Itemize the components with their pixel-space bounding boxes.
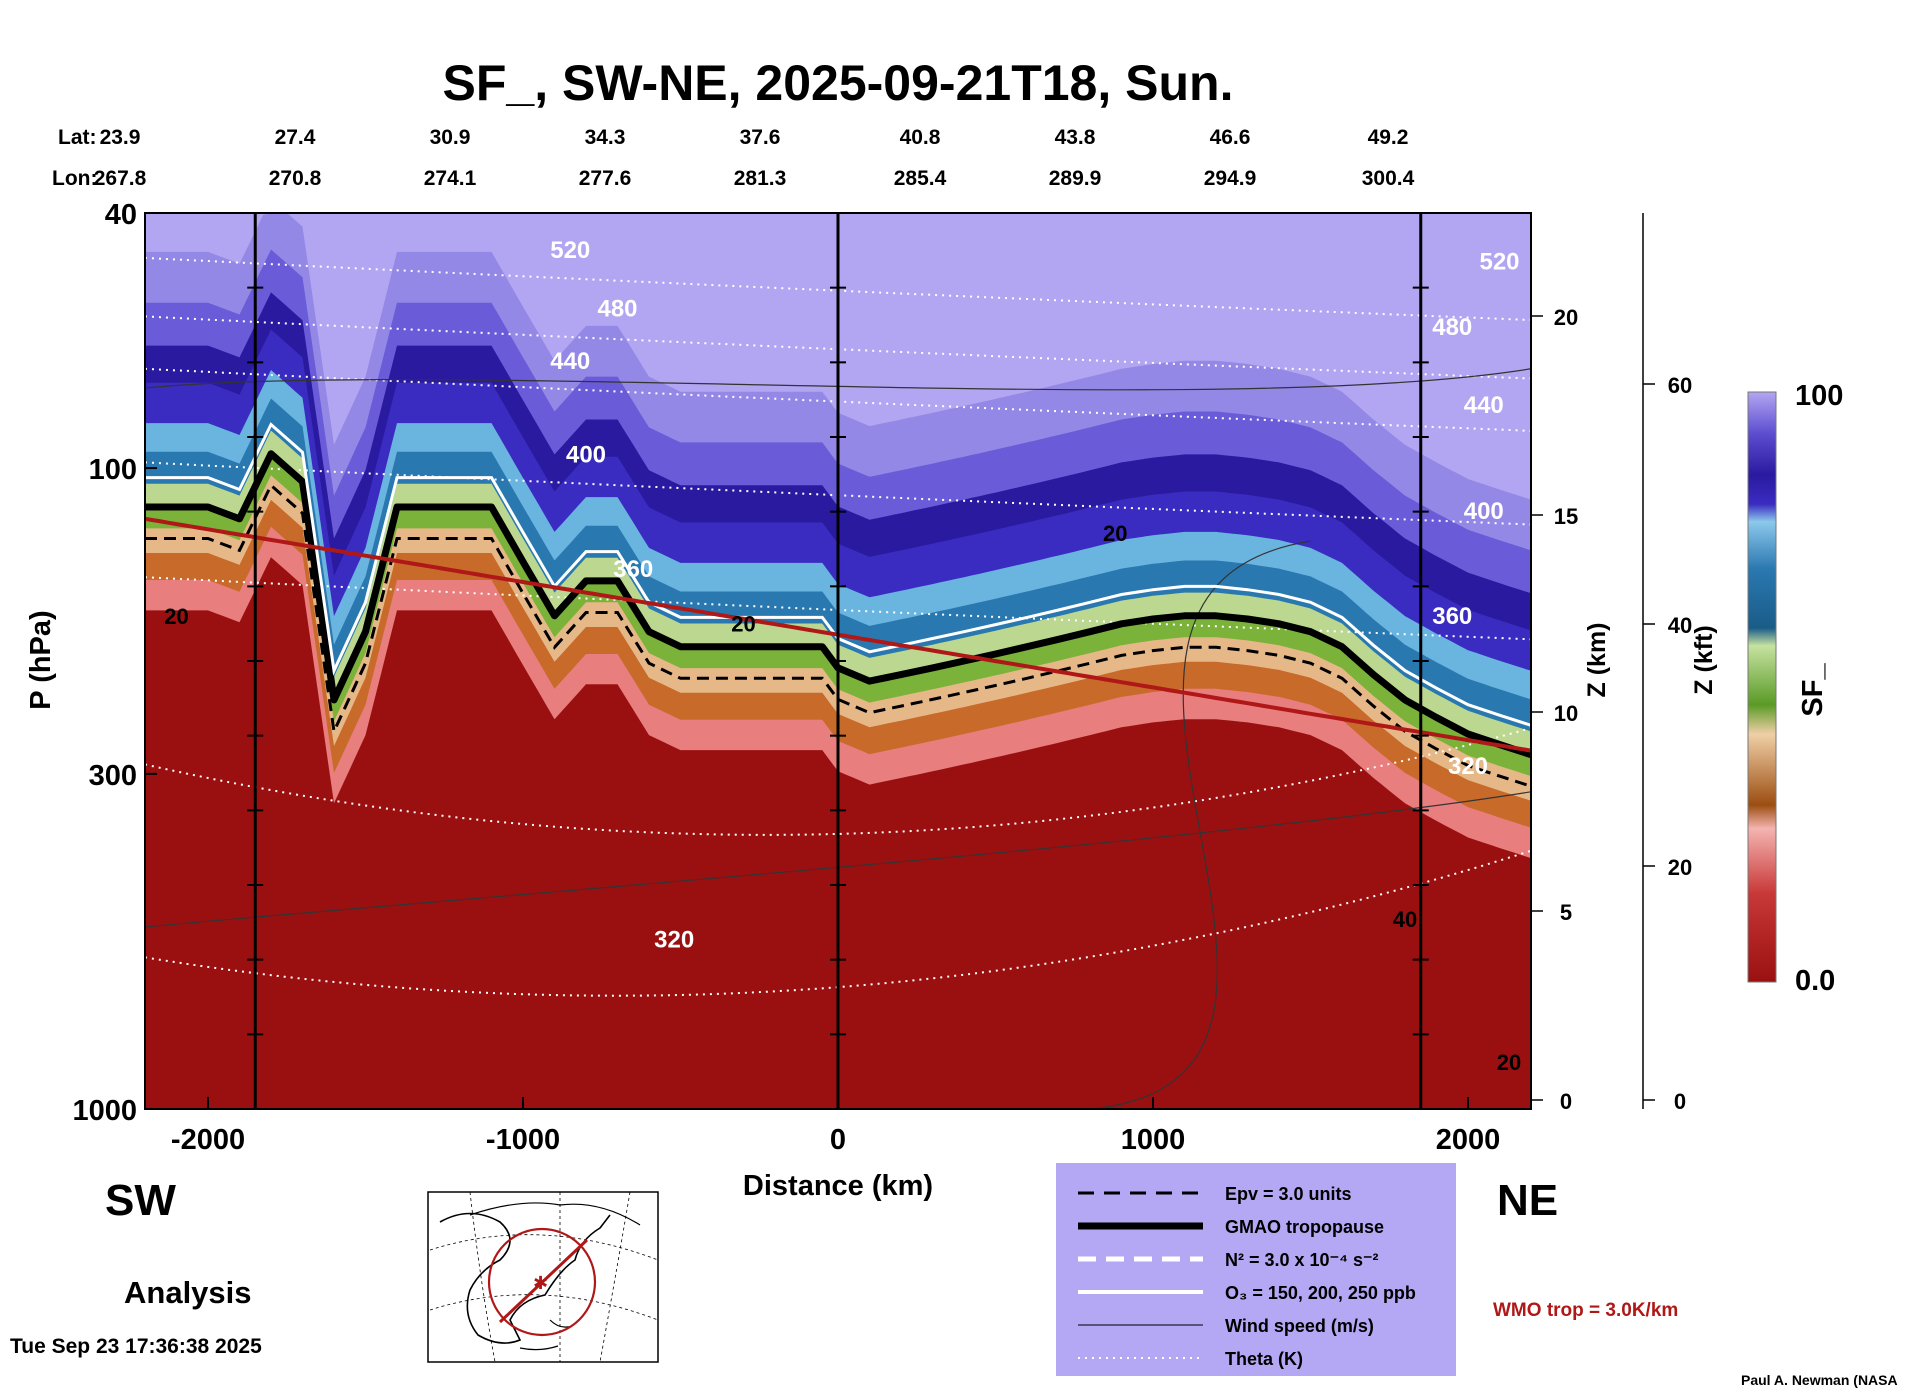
lon-value: 274.1 — [424, 167, 477, 190]
lat-value: 49.2 — [1368, 126, 1409, 149]
x-axis-title: Distance (km) — [743, 1170, 933, 1202]
theta-label: 440 — [1464, 392, 1504, 419]
colorbar-top-label: 100 — [1795, 380, 1843, 412]
lat-value: 30.9 — [430, 126, 471, 149]
wind-label: 20 — [1103, 521, 1127, 546]
lat-value: 23.9 — [100, 126, 141, 149]
z-kft-tick-label: 40 — [1668, 613, 1692, 638]
z-km-tick-label: 10 — [1554, 701, 1578, 726]
theta-label: 320 — [654, 927, 694, 954]
p-tick-label: 40 — [105, 199, 137, 231]
z-km-tick-label: 15 — [1554, 504, 1578, 529]
ne-label: NE — [1497, 1176, 1558, 1225]
z-km-tick-label: 0 — [1560, 1089, 1572, 1114]
lon-value: 267.8 — [94, 167, 147, 190]
theta-label: 360 — [1432, 603, 1472, 630]
legend-item-label: Theta (K) — [1225, 1349, 1303, 1369]
legend-item-label: N² = 3.0 x 10⁻⁴ s⁻² — [1225, 1250, 1378, 1270]
x-tick-label: -1000 — [486, 1124, 560, 1156]
p-tick-label: 1000 — [72, 1095, 137, 1127]
wind-speed-contour — [1089, 540, 1311, 1109]
credit: Paul A. Newman (NASA — [1741, 1372, 1898, 1388]
lon-value: 277.6 — [579, 167, 632, 190]
p-tick-label: 100 — [89, 454, 137, 486]
lat-value: 27.4 — [275, 126, 316, 149]
lon-value: 294.9 — [1204, 167, 1257, 190]
colorbar-title: SF_ — [1797, 663, 1829, 717]
z-km-tick-label: 5 — [1560, 900, 1572, 925]
lat-value: 40.8 — [900, 126, 941, 149]
x-tick-label: 0 — [830, 1124, 846, 1156]
colorbar-bottom-label: 0.0 — [1795, 965, 1835, 997]
lon-value: 289.9 — [1049, 167, 1102, 190]
inset-map: ✱ — [427, 1191, 659, 1363]
legend-item-label: Epv = 3.0 units — [1225, 1184, 1352, 1204]
theta-label: 520 — [1479, 248, 1519, 275]
lat-lon-header: Lat: Lon: 23.9 27.4 30.9 34.3 37.6 40.8 43.8 46… — [52, 126, 1415, 190]
wind-label: 20 — [164, 604, 188, 629]
theta-label: 480 — [1432, 314, 1472, 341]
x-tick-label: -2000 — [171, 1124, 245, 1156]
theta-label: 360 — [613, 556, 653, 583]
y-axis-title: P (hPa) — [25, 610, 57, 709]
wind-label: 20 — [731, 612, 755, 637]
theta-label: 520 — [550, 237, 590, 264]
theta-contour — [145, 727, 1531, 836]
svg-text:✱: ✱ — [533, 1273, 548, 1294]
analysis-label: Analysis — [124, 1275, 252, 1310]
wind-label: 20 — [1497, 1050, 1521, 1075]
lat-value: 46.6 — [1210, 126, 1251, 149]
theta-label: 320 — [1448, 753, 1488, 780]
z-kft-tick-label: 60 — [1668, 373, 1692, 398]
z-kft-axis-title: Z (kft) — [1690, 625, 1718, 694]
theta-label: 440 — [550, 348, 590, 375]
lon-label: Lon: — [52, 167, 97, 190]
legend-item-label: O₃ = 150, 200, 250 ppb — [1225, 1283, 1416, 1303]
legend-box — [1056, 1163, 1456, 1376]
wind-label: 40 — [1393, 907, 1417, 932]
timestamp: Tue Sep 23 17:36:38 2025 — [10, 1335, 262, 1358]
lon-value: 285.4 — [894, 167, 947, 190]
theta-label: 400 — [1464, 498, 1504, 525]
lat-value: 43.8 — [1055, 126, 1096, 149]
p-tick-label: 300 — [89, 760, 137, 792]
x-tick-label: 1000 — [1121, 1124, 1186, 1156]
z-kft-tick-label: 0 — [1674, 1089, 1686, 1114]
colorbar — [1747, 391, 1777, 983]
theta-label: 480 — [597, 295, 637, 322]
lon-value: 300.4 — [1362, 167, 1415, 190]
sw-label: SW — [105, 1176, 176, 1225]
legend-item-label: Wind speed (m/s) — [1225, 1316, 1374, 1336]
chart-title: SF_, SW-NE, 2025-09-21T18, Sun. — [443, 55, 1234, 111]
z-km-axis-title: Z (km) — [1583, 623, 1611, 698]
lon-value: 281.3 — [734, 167, 787, 190]
legend-item-label: GMAO tropopause — [1225, 1217, 1384, 1237]
lat-value: 34.3 — [585, 126, 626, 149]
wmo-label: WMO trop = 3.0K/km — [1493, 1300, 1678, 1321]
lat-value: 37.6 — [740, 126, 781, 149]
z-km-tick-label: 20 — [1554, 305, 1578, 330]
lat-label: Lat: — [58, 126, 97, 149]
theta-label: 400 — [566, 441, 606, 468]
x-tick-label: 2000 — [1436, 1124, 1501, 1156]
z-kft-tick-label: 20 — [1668, 855, 1692, 880]
lon-value: 270.8 — [269, 167, 322, 190]
